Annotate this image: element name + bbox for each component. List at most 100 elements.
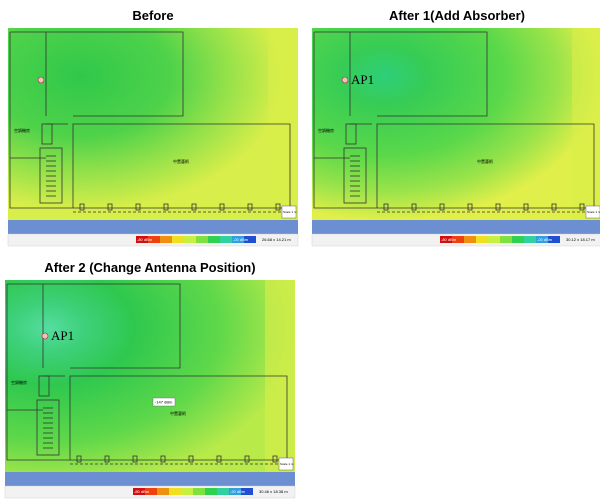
legend-swatch bbox=[512, 236, 524, 243]
scale-box bbox=[585, 205, 600, 219]
floor-strip bbox=[8, 220, 298, 234]
column bbox=[76, 455, 82, 463]
legend-swatch bbox=[440, 236, 452, 243]
column bbox=[79, 203, 85, 211]
legend-min: -80 dBm bbox=[137, 237, 153, 242]
tooltip: -147 dBm bbox=[155, 400, 173, 405]
legend-swatch bbox=[196, 236, 208, 243]
legend-swatch bbox=[193, 488, 205, 495]
legend-swatch bbox=[524, 236, 536, 243]
stairs bbox=[343, 147, 367, 204]
column bbox=[244, 455, 250, 463]
dimensions: 30.12 x 18.17 m bbox=[566, 237, 595, 242]
legend-swatch bbox=[133, 488, 145, 495]
column bbox=[495, 203, 501, 211]
panel-title: After 2 (Change Antenna Position) bbox=[44, 260, 255, 275]
floor-plan bbox=[6, 283, 288, 465]
legend-swatch bbox=[244, 236, 256, 243]
column bbox=[191, 203, 197, 211]
legend-swatch bbox=[145, 488, 157, 495]
floor-strip bbox=[5, 472, 295, 486]
panel-title: Before bbox=[132, 8, 173, 23]
column bbox=[383, 203, 389, 211]
ap-icon bbox=[41, 332, 49, 340]
stairs bbox=[36, 399, 60, 456]
column bbox=[216, 455, 222, 463]
column bbox=[135, 203, 141, 211]
legend-min: -80 dBm bbox=[441, 237, 457, 242]
shaft bbox=[345, 123, 357, 145]
ap-label: AP1 bbox=[51, 328, 74, 343]
legend-max: -20 dBm bbox=[230, 489, 246, 494]
legend-swatch bbox=[157, 488, 169, 495]
tooltip-box bbox=[152, 397, 176, 407]
panel-title: After 1(Add Absorber) bbox=[389, 8, 525, 23]
legend-swatch bbox=[205, 488, 217, 495]
legend-swatch bbox=[452, 236, 464, 243]
legend-swatch bbox=[464, 236, 476, 243]
ap-icon bbox=[37, 76, 45, 84]
floor-plan bbox=[9, 31, 291, 213]
column bbox=[411, 203, 417, 211]
room-label: 空調機房 bbox=[11, 379, 27, 385]
scale-box bbox=[278, 457, 294, 471]
outer-wall bbox=[9, 31, 291, 209]
legend-swatch bbox=[232, 236, 244, 243]
shaft bbox=[41, 123, 53, 145]
column bbox=[188, 455, 194, 463]
column bbox=[551, 203, 557, 211]
legend-swatch bbox=[148, 236, 160, 243]
legend-swatch bbox=[136, 236, 148, 243]
ap-icon bbox=[341, 76, 349, 84]
legend-swatch bbox=[476, 236, 488, 243]
floor-plan bbox=[313, 31, 595, 213]
legend-swatch bbox=[500, 236, 512, 243]
column bbox=[104, 455, 110, 463]
legend-swatch bbox=[488, 236, 500, 243]
legend-max: -20 dBm bbox=[233, 237, 249, 242]
stairs bbox=[39, 147, 63, 204]
legend-swatch bbox=[220, 236, 232, 243]
legend-swatch bbox=[217, 488, 229, 495]
scale-box-label: Scale 1 m bbox=[587, 210, 600, 214]
column bbox=[219, 203, 225, 211]
room-label: 中置藝術 bbox=[170, 410, 186, 416]
column bbox=[107, 203, 113, 211]
room-label: 空調機房 bbox=[318, 127, 334, 133]
legend-swatch bbox=[160, 236, 172, 243]
column bbox=[272, 455, 278, 463]
room-label: 中置藝術 bbox=[173, 158, 189, 164]
column bbox=[523, 203, 529, 211]
legend-min: -80 dBm bbox=[134, 489, 150, 494]
dimensions: 30.46 x 18.38 m bbox=[259, 489, 288, 494]
outer-wall bbox=[313, 31, 595, 209]
legend-swatch bbox=[241, 488, 253, 495]
legend-swatch bbox=[181, 488, 193, 495]
legend-swatch bbox=[169, 488, 181, 495]
scale-box-label: Scale 1 m bbox=[280, 462, 294, 466]
dimensions: 26.68 x 14.21 m bbox=[262, 237, 291, 242]
scale-box bbox=[281, 205, 297, 219]
column bbox=[247, 203, 253, 211]
legend-swatch bbox=[229, 488, 241, 495]
legend-swatch bbox=[548, 236, 560, 243]
legend-swatch bbox=[208, 236, 220, 243]
shaft bbox=[38, 375, 50, 397]
column bbox=[132, 455, 138, 463]
room-label: 中置藝術 bbox=[477, 158, 493, 164]
column bbox=[579, 203, 585, 211]
ap-label: AP1 bbox=[351, 72, 374, 87]
column bbox=[275, 203, 281, 211]
floor-strip bbox=[312, 220, 600, 234]
legend-swatch bbox=[184, 236, 196, 243]
scale-box-label: Scale 1 m bbox=[283, 210, 297, 214]
legend-swatch bbox=[536, 236, 548, 243]
column bbox=[163, 203, 169, 211]
outer-wall bbox=[6, 283, 288, 461]
column bbox=[160, 455, 166, 463]
column bbox=[467, 203, 473, 211]
